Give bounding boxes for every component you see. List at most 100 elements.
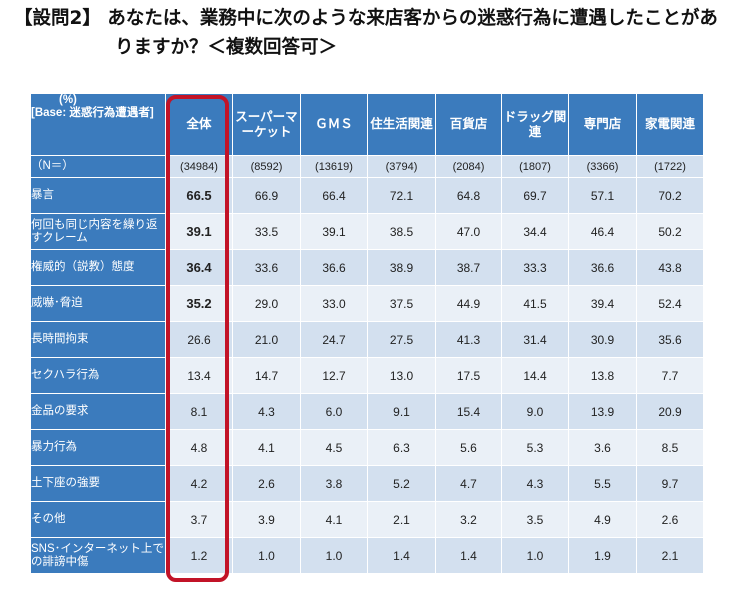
value-cell: 8.5	[636, 429, 704, 466]
value-cell: 69.7	[501, 177, 569, 214]
value-cell: 3.9	[232, 501, 301, 538]
value-cell: 64.8	[435, 177, 502, 214]
value-cell: 9.1	[367, 393, 436, 430]
column-header: 住生活関連	[367, 93, 436, 156]
value-cell: 3.7	[165, 501, 233, 538]
value-cell: 52.4	[636, 285, 704, 322]
value-cell: 31.4	[501, 321, 569, 358]
header-row: (%) [Base: 迷惑行為遭遇者] 全体 スーパーマーケット ＧＭＳ 住生活…	[30, 93, 704, 156]
value-cell: 2.6	[636, 501, 704, 538]
value-cell: 43.8	[636, 249, 704, 286]
value-cell: 24.7	[300, 321, 368, 358]
value-cell: 35.6	[636, 321, 704, 358]
value-cell: 4.7	[435, 465, 502, 502]
value-cell: 9.0	[501, 393, 569, 430]
sample-size-cell: (34984)	[165, 155, 233, 178]
value-cell: 5.6	[435, 429, 502, 466]
value-cell: 13.4	[165, 357, 233, 394]
sample-size-cell: (3794)	[367, 155, 436, 178]
value-cell: 13.8	[568, 357, 637, 394]
table-row: 威嚇･脅迫 35.2 29.0 33.0 37.5 44.9 41.5 39.4 52.4	[30, 285, 704, 322]
value-cell: 33.6	[232, 249, 301, 286]
sample-size-cell: (1722)	[636, 155, 704, 178]
value-cell: 2.1	[367, 501, 436, 538]
value-cell: 66.9	[232, 177, 301, 214]
table-row: SNS･インターネット上での誹謗中傷 1.2 1.0 1.0 1.4 1.4 1.0 1.9 2…	[30, 537, 704, 574]
value-cell: 5.2	[367, 465, 436, 502]
value-cell: 39.1	[165, 213, 233, 250]
value-cell: 14.4	[501, 357, 569, 394]
value-cell: 20.9	[636, 393, 704, 430]
column-header: 百貨店	[435, 93, 502, 156]
results-table: (%) [Base: 迷惑行為遭遇者] 全体 スーパーマーケット ＧＭＳ 住生活…	[30, 93, 704, 574]
value-cell: 35.2	[165, 285, 233, 322]
question-text: 【設問2】 あなたは、業務中に次のような来店客からの迷惑行為に遭遇したことがあ …	[14, 4, 729, 62]
sample-size-cell: (8592)	[232, 155, 301, 178]
value-cell: 13.9	[568, 393, 637, 430]
table-row: 何回も同じ内容を繰り返すクレーム 39.1 33.5 39.1 38.5 47.0 34.4…	[30, 213, 704, 250]
column-header: 全体	[165, 93, 233, 156]
value-cell: 8.1	[165, 393, 233, 430]
sample-size-cell: (2084)	[435, 155, 502, 178]
table-row: 暴言 66.5 66.9 66.4 72.1 64.8 69.7 57.1 70.2	[30, 177, 704, 214]
column-header: 家電関連	[636, 93, 704, 156]
value-cell: 4.1	[232, 429, 301, 466]
question-line-2: りますか？＜複数回答可＞	[115, 37, 338, 58]
value-cell: 13.0	[367, 357, 436, 394]
value-cell: 38.5	[367, 213, 436, 250]
value-cell: 26.6	[165, 321, 233, 358]
value-cell: 4.9	[568, 501, 637, 538]
column-header: ドラッグ関連	[501, 93, 569, 156]
value-cell: 3.5	[501, 501, 569, 538]
value-cell: 6.3	[367, 429, 436, 466]
value-cell: 36.6	[568, 249, 637, 286]
base-label: [Base: 迷惑行為遭遇者]	[31, 107, 154, 119]
value-cell: 39.4	[568, 285, 637, 322]
row-label: 暴力行為	[30, 429, 166, 466]
value-cell: 14.7	[232, 357, 301, 394]
value-cell: 41.3	[435, 321, 502, 358]
table-row: 土下座の強要 4.2 2.6 3.8 5.2 4.7 4.3 5.5 9.7	[30, 465, 704, 502]
value-cell: 66.4	[300, 177, 368, 214]
row-label: 暴言	[30, 177, 166, 214]
value-cell: 12.7	[300, 357, 368, 394]
value-cell: 57.1	[568, 177, 637, 214]
column-header: 専門店	[568, 93, 637, 156]
table-row: 金品の要求 8.1 4.3 6.0 9.1 15.4 9.0 13.9 20.9	[30, 393, 704, 430]
sample-size-row: （N＝） (34984) (8592) (13619) (3794) (2084…	[30, 155, 704, 178]
value-cell: 37.5	[367, 285, 436, 322]
value-cell: 4.1	[300, 501, 368, 538]
value-cell: 29.0	[232, 285, 301, 322]
question-line-1: 【設問2】 あなたは、業務中に次のような来店客からの迷惑行為に遭遇したことがあ	[14, 8, 718, 29]
value-cell: 5.5	[568, 465, 637, 502]
row-label: 金品の要求	[30, 393, 166, 430]
value-cell: 72.1	[367, 177, 436, 214]
value-cell: 27.5	[367, 321, 436, 358]
value-cell: 3.2	[435, 501, 502, 538]
table-row: 暴力行為 4.8 4.1 4.5 6.3 5.6 5.3 3.6 8.5	[30, 429, 704, 466]
value-cell: 1.9	[568, 537, 637, 574]
value-cell: 1.0	[300, 537, 368, 574]
row-label: 威嚇･脅迫	[30, 285, 166, 322]
sample-size-cell: (1807)	[501, 155, 569, 178]
value-cell: 46.4	[568, 213, 637, 250]
value-cell: 30.9	[568, 321, 637, 358]
value-cell: 1.4	[367, 537, 436, 574]
row-label: （N＝）	[30, 155, 166, 178]
value-cell: 34.4	[501, 213, 569, 250]
row-label: 長時間拘束	[30, 321, 166, 358]
row-label: 権威的（説教）態度	[30, 249, 166, 286]
value-cell: 4.3	[501, 465, 569, 502]
column-header: スーパーマーケット	[232, 93, 301, 156]
value-cell: 39.1	[300, 213, 368, 250]
table-row: その他 3.7 3.9 4.1 2.1 3.2 3.5 4.9 2.6	[30, 501, 704, 538]
row-label: SNS･インターネット上での誹謗中傷	[30, 537, 166, 574]
value-cell: 2.6	[232, 465, 301, 502]
row-label: 土下座の強要	[30, 465, 166, 502]
value-cell: 17.5	[435, 357, 502, 394]
corner-header: (%) [Base: 迷惑行為遭遇者]	[30, 93, 166, 156]
value-cell: 6.0	[300, 393, 368, 430]
sample-size-cell: (3366)	[568, 155, 637, 178]
value-cell: 66.5	[165, 177, 233, 214]
table-row: 権威的（説教）態度 36.4 33.6 36.6 38.9 38.7 33.3 36.6 43.…	[30, 249, 704, 286]
